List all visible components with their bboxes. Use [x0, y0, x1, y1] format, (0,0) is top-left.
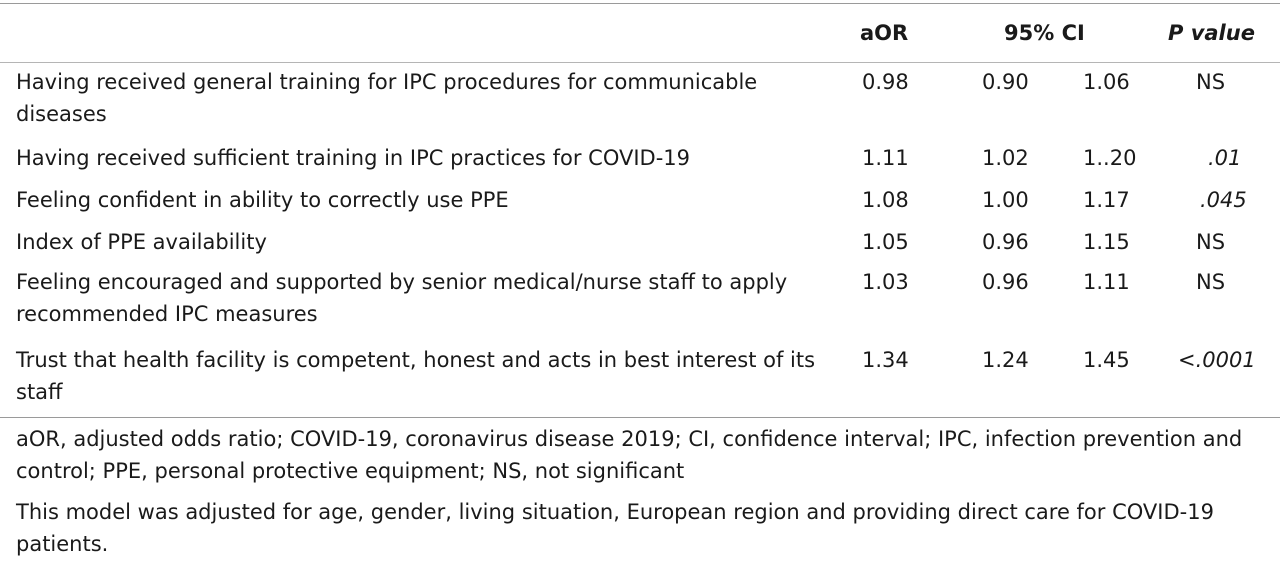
- row-aor: 0.98: [862, 70, 909, 94]
- row-ci-high: 1.11: [1083, 270, 1130, 294]
- row-ci-high: 1.06: [1083, 70, 1130, 94]
- row-label: Having received sufficient training in I…: [16, 146, 691, 170]
- row-ci-low: 0.96: [982, 230, 1029, 254]
- row-ci-high: 1.45: [1083, 348, 1130, 372]
- row-label: Having received general training for IPC…: [16, 70, 758, 126]
- header-aor: aOR: [860, 21, 909, 45]
- row-ci-low: 1.24: [982, 348, 1029, 372]
- row-p: <.0001: [1178, 348, 1256, 372]
- row-p: .045: [1200, 188, 1247, 212]
- row-p: .01: [1208, 146, 1242, 170]
- row-aor: 1.34: [862, 348, 909, 372]
- row-ci-high: 1..20: [1083, 146, 1137, 170]
- row-label: Feeling encouraged and supported by seni…: [16, 270, 788, 326]
- row-aor: 1.05: [862, 230, 909, 254]
- row-ci-low: 0.90: [982, 70, 1029, 94]
- row-p: NS: [1196, 270, 1226, 294]
- row-ci-low: 1.00: [982, 188, 1029, 212]
- row-ci-low: 1.02: [982, 146, 1029, 170]
- abbreviations-note: aOR, adjusted odds ratio; COVID-19, coro…: [16, 427, 1243, 483]
- row-aor: 1.11: [862, 146, 909, 170]
- header-p-value: P value: [1168, 21, 1255, 45]
- row-label: Trust that health facility is competent,…: [16, 348, 816, 404]
- adjustment-note: This model was adjusted for age, gender,…: [16, 500, 1214, 556]
- row-p: NS: [1196, 70, 1226, 94]
- header-ci: 95% CI: [1004, 21, 1085, 45]
- row-p: NS: [1196, 230, 1226, 254]
- row-ci-low: 0.96: [982, 270, 1029, 294]
- table-top-rule: [0, 3, 1280, 4]
- row-ci-high: 1.15: [1083, 230, 1130, 254]
- row-aor: 1.08: [862, 188, 909, 212]
- row-label: Index of PPE availability: [16, 230, 267, 254]
- header-rule: [0, 62, 1280, 63]
- row-label: Feeling confident in ability to correctl…: [16, 188, 509, 212]
- row-ci-high: 1.17: [1083, 188, 1130, 212]
- table-bottom-rule: [0, 417, 1280, 418]
- row-aor: 1.03: [862, 270, 909, 294]
